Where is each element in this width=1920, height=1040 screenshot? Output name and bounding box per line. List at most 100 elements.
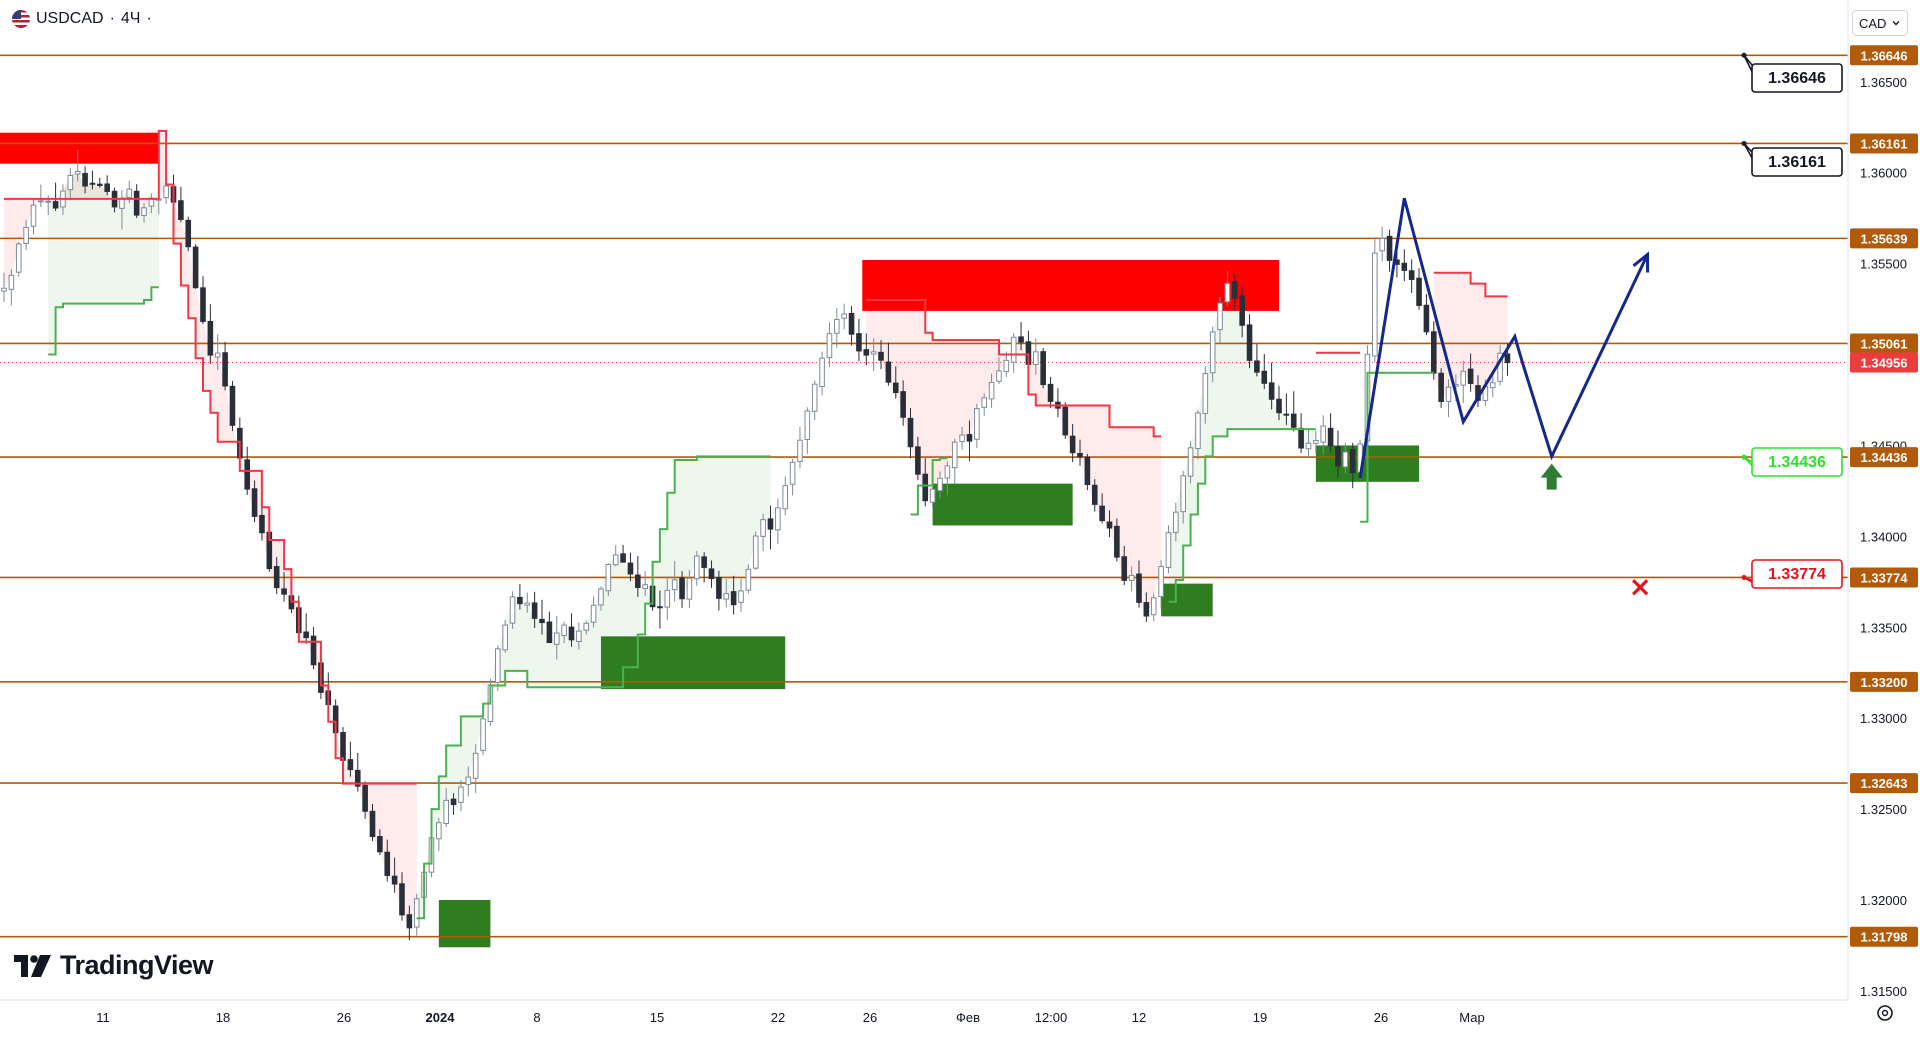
candle-body: [399, 883, 405, 916]
price-axis-background: [1848, 0, 1920, 1035]
candle-body: [576, 630, 582, 642]
candle-body: [413, 898, 420, 928]
candle-body: [185, 219, 192, 248]
candle-body: [804, 410, 811, 440]
candle-body: [30, 204, 37, 227]
candle-body: [141, 207, 147, 216]
time-tick-label: 26: [863, 1010, 877, 1025]
candle-body: [664, 589, 671, 608]
candle-body: [1489, 382, 1496, 389]
candle-body: [1349, 449, 1356, 474]
current-price-tag-label: 1.34956: [1861, 356, 1908, 371]
candle-body: [981, 397, 988, 408]
time-tick-label: 22: [771, 1010, 785, 1025]
candle-body: [465, 776, 472, 785]
level-price-tag: [1850, 133, 1918, 154]
green-stop-fill: [48, 171, 159, 355]
candle-body: [1504, 353, 1511, 364]
level-price-tag-label: 1.35061: [1861, 336, 1908, 351]
candle-body: [811, 383, 818, 412]
candle-body: [97, 183, 103, 186]
candle-body: [1121, 556, 1128, 581]
candle-body: [900, 391, 906, 418]
symbol-name: USDCAD: [36, 10, 104, 27]
candle-body: [863, 349, 870, 356]
price-tick-label: 1.34000: [1860, 529, 1907, 544]
candle-body: [738, 590, 744, 603]
time-tick-label: 18: [216, 1010, 230, 1025]
candle-body: [789, 461, 796, 485]
price-callout[interactable]: 1.34436: [1741, 447, 1843, 477]
time-axis-background: [0, 1000, 1920, 1035]
candle-body: [657, 606, 663, 609]
candle-body: [1305, 442, 1312, 450]
candle-body: [509, 596, 516, 624]
time-tick-label: Фев: [956, 1010, 980, 1025]
symbol-header[interactable]: USDCAD · 4Ч ·: [8, 8, 156, 30]
level-price-tag: [1850, 671, 1918, 692]
candle-body: [1283, 413, 1290, 416]
candle-body: [524, 602, 531, 606]
candle-body: [450, 798, 457, 806]
candle-body: [1143, 602, 1150, 617]
candle-body: [1335, 446, 1341, 467]
candle-body: [406, 914, 413, 929]
level-line-group: [0, 54, 1848, 938]
candle-body: [1158, 566, 1164, 598]
candle-body: [767, 518, 774, 530]
resistance-zone: [862, 260, 1280, 311]
gear-icon[interactable]: [1877, 1005, 1893, 1021]
candle-body: [192, 246, 199, 289]
red-stop-line: [4, 129, 417, 785]
candle-body: [259, 514, 265, 534]
candle-body: [1180, 475, 1187, 513]
candle-body: [1099, 505, 1105, 522]
price-callout[interactable]: 1.36161: [1741, 140, 1843, 177]
candle-body: [82, 172, 88, 187]
symbol-trail: ·: [146, 10, 152, 27]
callout-anchor: [1741, 454, 1747, 460]
stop-marker-icon: [1632, 579, 1649, 596]
candle-body: [480, 718, 486, 751]
candle-body: [1445, 386, 1452, 402]
candle-body: [1379, 237, 1385, 252]
candle-body: [605, 564, 612, 592]
candle-body: [200, 287, 206, 322]
price-tick-label: 1.32500: [1860, 802, 1907, 817]
candle-body: [281, 588, 287, 595]
callout-box: [1751, 63, 1843, 93]
price-callout[interactable]: 1.33774: [1741, 559, 1843, 589]
price-tick-label: 1.32000: [1860, 893, 1907, 908]
candle-body: [347, 759, 354, 771]
price-tick-label: 1.33000: [1860, 711, 1907, 726]
level-price-tag: [1850, 333, 1918, 354]
callout-box: [1751, 447, 1843, 477]
candle-body: [1084, 456, 1091, 486]
candle-body: [907, 417, 914, 448]
tradingview-logo[interactable]: TradingView: [14, 950, 214, 981]
green-stop-line: [416, 455, 771, 920]
candle-body: [1091, 484, 1098, 505]
candle-body: [1401, 262, 1408, 271]
callout-group: 1.36646 1.36161 1.34436 1.33774: [1741, 52, 1843, 589]
candle-body: [612, 554, 619, 566]
candle-body: [1195, 412, 1201, 450]
candle-body: [922, 473, 929, 502]
time-tick-label: 26: [1374, 1010, 1388, 1025]
candle-body: [539, 618, 545, 624]
candle-body: [679, 577, 685, 600]
candle-body: [782, 485, 789, 510]
price-callout[interactable]: 1.36646: [1741, 52, 1843, 93]
candle-body: [1268, 382, 1275, 400]
candle-body: [1320, 425, 1327, 443]
level-price-tag: [1850, 773, 1918, 794]
candle-body: [303, 631, 309, 639]
candle-body: [1313, 440, 1319, 444]
time-tick-label: 12:00: [1035, 1010, 1068, 1025]
candle-body: [1150, 597, 1157, 616]
currency-selector[interactable]: CAD: [1852, 10, 1908, 36]
candle-body: [1423, 304, 1430, 333]
candle-body: [1010, 336, 1017, 363]
